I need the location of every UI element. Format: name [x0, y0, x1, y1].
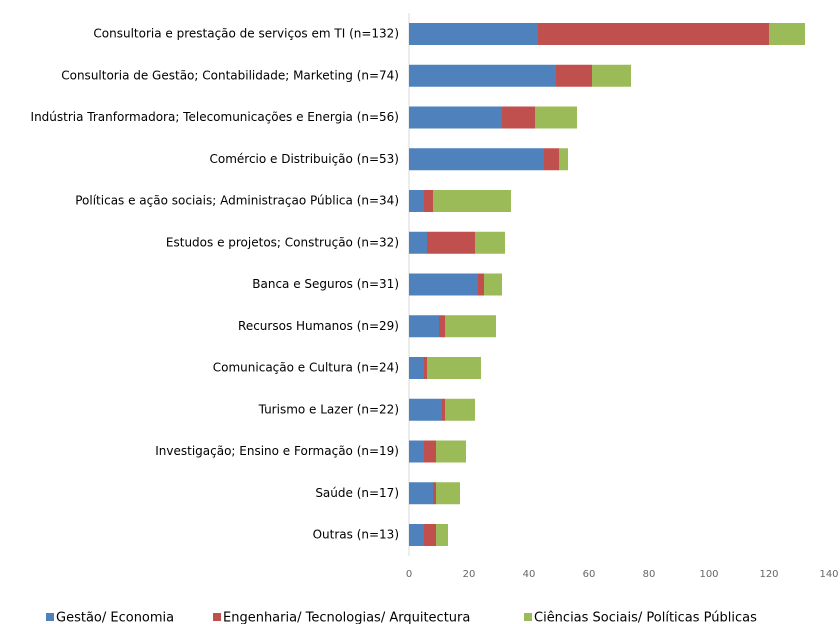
bar-segment — [409, 231, 427, 254]
bar-segment — [556, 64, 592, 87]
y-tick-label: Comércio e Distribuição (n=53) — [209, 152, 399, 166]
bar-segment — [535, 106, 577, 129]
bar-segment — [544, 148, 559, 171]
bar-segment — [424, 524, 436, 546]
y-tick-label: Consultoria de Gestão; Contabilidade; Ma… — [61, 68, 399, 82]
y-tick-label: Turismo e Lazer (n=22) — [258, 402, 399, 416]
bar-segment — [442, 398, 445, 421]
bar-segment — [409, 106, 502, 129]
bar-segment — [502, 106, 535, 129]
y-tick-label: Políticas e ação sociais; Administraçao … — [75, 194, 399, 208]
bar-segment — [409, 273, 478, 296]
bar-segment — [484, 273, 502, 296]
x-tick-label: 20 — [463, 569, 476, 580]
x-tick-label: 80 — [643, 569, 656, 580]
legend-label: Engenharia/ Tecnologias/ Arquitectura — [223, 611, 470, 624]
legend-label: Gestão/ Economia — [56, 611, 174, 624]
bar-segment — [409, 398, 442, 421]
bar-segment — [409, 357, 424, 379]
y-tick-label: Estudos e projetos; Construção (n=32) — [166, 235, 399, 249]
y-tick-label: Saúde (n=17) — [315, 486, 399, 500]
y-tick-label: Outras (n=13) — [313, 528, 399, 542]
bar-segment — [427, 357, 481, 379]
x-tick-label: 60 — [583, 569, 596, 580]
y-tick-label: Comunicação e Cultura (n=24) — [213, 361, 399, 375]
x-tick-label: 120 — [759, 569, 778, 580]
bar-segment — [424, 357, 427, 379]
bar-segment — [409, 315, 439, 338]
bar-segment — [436, 482, 460, 505]
bar-segment — [445, 315, 496, 338]
y-tick-label: Recursos Humanos (n=29) — [238, 319, 399, 333]
bar-segment — [424, 440, 436, 463]
bar-segment — [592, 64, 631, 87]
legend-swatch — [524, 613, 532, 621]
x-tick-label: 0 — [406, 569, 412, 580]
bar-segment — [433, 482, 436, 505]
bar-segment — [436, 524, 448, 546]
bar-segment — [424, 190, 433, 212]
legend-label: Ciências Sociais/ Políticas Públicas — [534, 611, 757, 624]
bar-segment — [409, 524, 424, 546]
y-tick-label: Indústria Tranformadora; Telecomunicaçõe… — [31, 110, 399, 124]
x-tick-label: 40 — [523, 569, 536, 580]
bar-segment — [475, 231, 505, 254]
y-tick-label: Consultoria e prestação de serviços em T… — [93, 27, 399, 41]
bar-segment — [439, 315, 445, 338]
bar-segment — [409, 64, 556, 87]
bar-segment — [409, 148, 544, 171]
bar-segment — [409, 190, 424, 212]
bar-segment — [427, 231, 475, 254]
bar-segment — [445, 398, 475, 421]
legend-swatch — [46, 613, 54, 621]
bar-segment — [538, 23, 769, 45]
bar-segment — [433, 190, 511, 212]
bar-segment — [409, 23, 538, 45]
bar-segment — [478, 273, 484, 296]
y-tick-label: Banca e Seguros (n=31) — [252, 277, 399, 291]
bar-segment — [769, 23, 805, 45]
bar-segment — [436, 440, 466, 463]
bar-segment — [409, 482, 433, 505]
y-tick-label: Investigação; Ensino e Formação (n=19) — [155, 444, 399, 458]
bar-segment — [409, 440, 424, 463]
bar-segment — [559, 148, 568, 171]
x-tick-label: 140 — [819, 569, 838, 580]
legend-swatch — [213, 613, 221, 621]
x-tick-label: 100 — [699, 569, 718, 580]
